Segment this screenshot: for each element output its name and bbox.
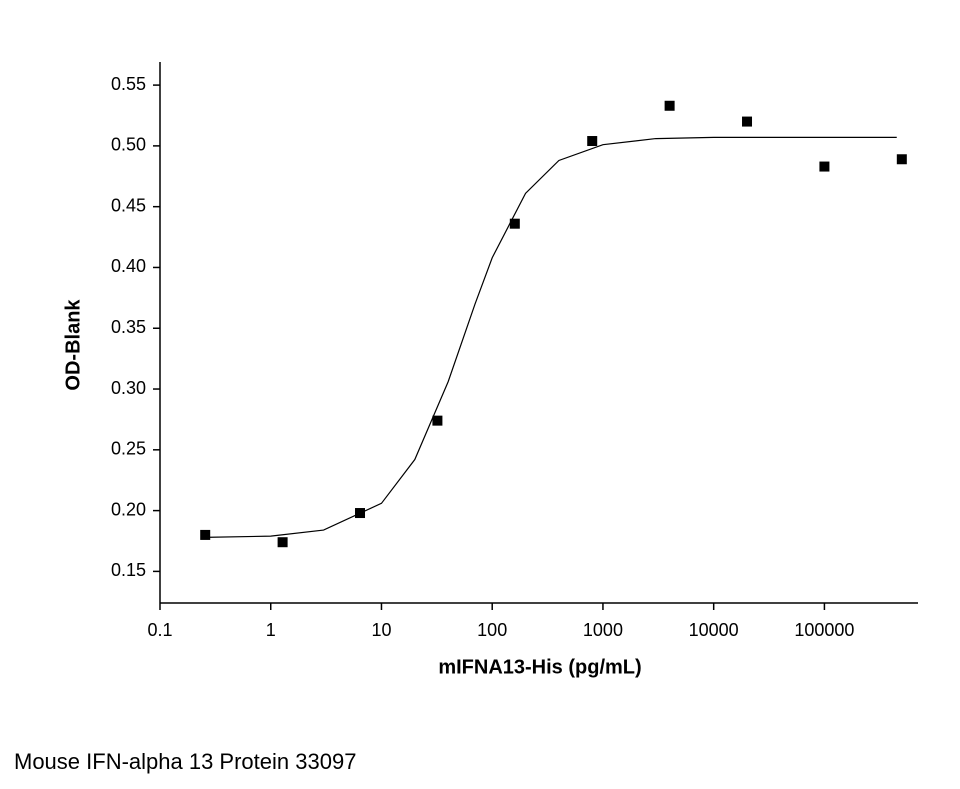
x-tick-label: 1 [266,620,276,640]
y-tick-label: 0.15 [111,560,146,580]
y-tick-label: 0.20 [111,499,146,519]
data-point [432,415,443,426]
x-tick-label: 100 [477,620,507,640]
data-point [742,116,753,127]
caption: Mouse IFN-alpha 13 Protein 33097 [14,749,356,774]
y-tick-label: 0.25 [111,439,146,459]
x-tick-label: 100000 [794,620,854,640]
y-axis-label: OD-Blank [62,299,84,391]
data-point [509,218,520,229]
data-point [819,161,830,172]
y-tick-label: 0.45 [111,195,146,215]
x-tick-label: 10000 [689,620,739,640]
x-tick-label: 10 [371,620,391,640]
data-point [200,529,211,540]
data-point [277,537,288,548]
x-tick-label: 1000 [583,620,623,640]
y-tick-label: 0.40 [111,256,146,276]
x-tick-label: 0.1 [147,620,172,640]
data-point [896,154,907,165]
y-tick-label: 0.35 [111,317,146,337]
data-point [587,136,598,147]
data-point [664,100,675,111]
y-tick-label: 0.55 [111,74,146,94]
y-tick-label: 0.30 [111,378,146,398]
y-tick-label: 0.50 [111,135,146,155]
x-axis-label: mIFNA13-His (pg/mL) [438,656,641,678]
fit-curve [204,136,897,538]
